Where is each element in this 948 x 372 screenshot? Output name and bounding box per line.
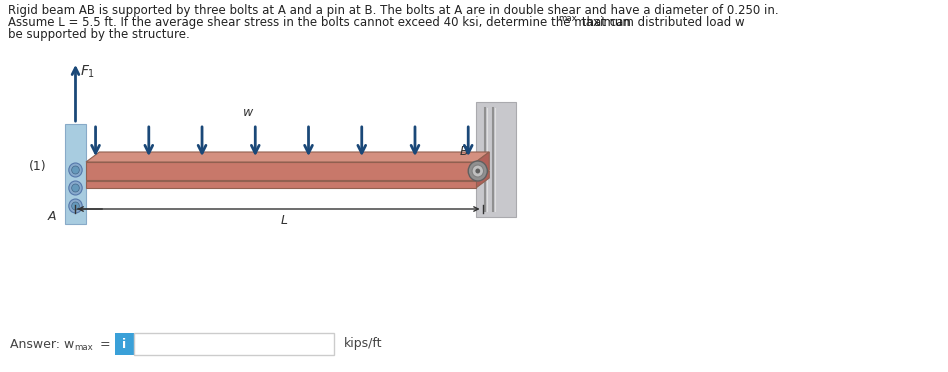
Circle shape [72, 166, 80, 174]
FancyBboxPatch shape [65, 124, 86, 224]
Polygon shape [86, 171, 489, 181]
Polygon shape [476, 152, 489, 180]
Circle shape [69, 199, 82, 213]
Circle shape [72, 202, 80, 210]
Polygon shape [476, 171, 489, 188]
Text: w: w [243, 106, 253, 119]
Text: L: L [281, 214, 288, 227]
Text: B: B [460, 145, 468, 158]
Circle shape [69, 181, 82, 195]
Text: max: max [557, 13, 576, 22]
Text: max: max [75, 343, 93, 352]
Text: Assume L = 5.5 ft. If the average shear stress in the bolts cannot exceed 40 ksi: Assume L = 5.5 ft. If the average shear … [8, 16, 744, 29]
FancyBboxPatch shape [134, 333, 335, 355]
Text: that can: that can [578, 16, 630, 29]
Circle shape [475, 169, 481, 173]
Text: i: i [122, 337, 126, 350]
FancyBboxPatch shape [476, 102, 516, 217]
Text: A: A [47, 209, 56, 222]
FancyBboxPatch shape [86, 181, 476, 188]
Text: Rigid beam AB is supported by three bolts at A and a pin at B. The bolts at A ar: Rigid beam AB is supported by three bolt… [8, 4, 778, 17]
Text: (1): (1) [28, 160, 46, 173]
Text: $F_1$: $F_1$ [81, 64, 96, 80]
Text: be supported by the structure.: be supported by the structure. [8, 28, 190, 41]
Circle shape [468, 161, 487, 181]
Circle shape [72, 184, 80, 192]
Text: kips/ft: kips/ft [344, 337, 382, 350]
FancyBboxPatch shape [86, 162, 476, 180]
Circle shape [472, 165, 483, 177]
Text: =: = [96, 337, 114, 350]
Circle shape [69, 163, 82, 177]
FancyBboxPatch shape [115, 333, 134, 355]
Text: Answer: w: Answer: w [9, 337, 74, 350]
Polygon shape [86, 152, 489, 162]
